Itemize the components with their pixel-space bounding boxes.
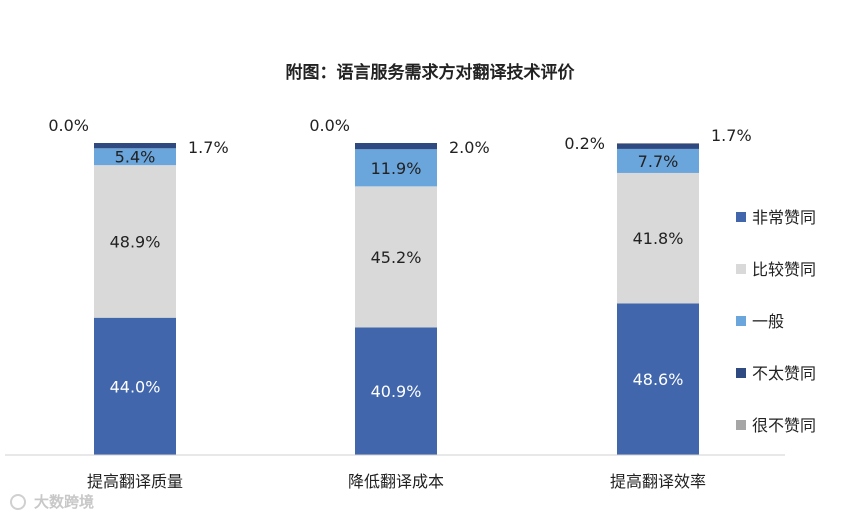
data-label: 1.7% [711,126,752,145]
data-label: 1.7% [188,138,229,157]
data-label: 40.9% [371,382,422,401]
chart-title: 附图：语言服务需求方对翻译技术评价 [286,62,576,83]
bar-segment [94,317,176,455]
bar-segment [94,165,176,318]
bar-segment [94,143,176,149]
legend-swatch [736,316,746,326]
data-label: 44.0% [110,377,161,396]
data-label: 2.0% [449,138,490,157]
bar-segment [617,148,699,173]
data-label: 0.2% [564,134,605,153]
legend-swatch [736,264,746,274]
bar-segment [355,149,437,187]
legend-label: 比较赞同 [752,260,816,279]
bar-segment [617,143,699,144]
data-label: 41.8% [633,229,684,248]
bar-segment [617,172,699,304]
bar-segment [355,186,437,328]
data-label: 0.0% [309,116,350,135]
x-tick-label: 提高翻译效率 [610,472,706,491]
x-tick-label: 提高翻译质量 [87,472,183,491]
data-label: 11.9% [371,159,422,178]
bar-segment [94,148,176,166]
data-label: 48.6% [633,370,684,389]
legend-swatch [736,368,746,378]
legend-label: 很不赞同 [752,416,816,435]
bar-segment [617,143,699,149]
plot-area: 44.0% 48.9% 5.4% 1.7% 0.0% 提高翻译质量 40.9% 45.2% 11… [48,116,751,491]
watermark-text: 大数跨境 [34,493,94,511]
data-label: 48.9% [110,232,161,251]
data-label: 7.7% [638,152,679,171]
bar-segment [617,303,699,455]
legend-swatch [736,212,746,222]
legend-label: 一般 [752,312,784,331]
watermark-logo-icon [10,494,26,510]
legend-label: 非常赞同 [752,208,816,227]
legend-swatch [736,420,746,430]
data-label: 5.4% [115,148,156,167]
x-tick-label: 降低翻译成本 [348,472,444,491]
data-label: 0.0% [48,116,89,135]
legend-label: 不太赞同 [752,364,816,383]
bar-segment [355,327,437,455]
data-label: 45.2% [371,248,422,267]
watermark: 大数跨境 [10,493,94,511]
bar-segment [355,143,437,150]
